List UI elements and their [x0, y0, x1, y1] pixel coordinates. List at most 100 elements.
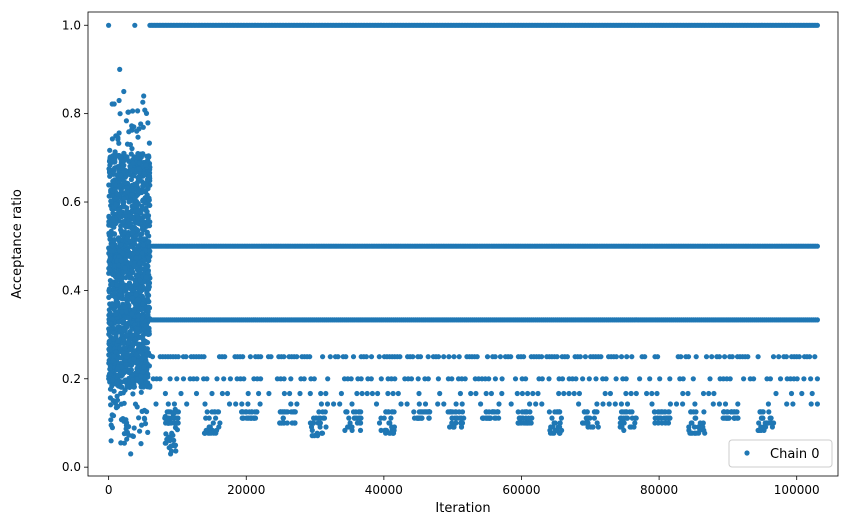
- data-point: [327, 354, 333, 360]
- data-point: [114, 258, 120, 264]
- data-point: [606, 401, 612, 407]
- data-point: [146, 292, 152, 298]
- data-point: [266, 390, 272, 397]
- data-point: [145, 270, 151, 276]
- data-point: [106, 307, 112, 313]
- data-point: [287, 390, 293, 397]
- data-point: [268, 354, 274, 360]
- data-point: [139, 306, 145, 312]
- data-point: [124, 322, 130, 329]
- data-point: [134, 128, 140, 134]
- data-point: [106, 331, 112, 337]
- data-point: [129, 230, 136, 236]
- data-point: [140, 236, 146, 242]
- data-point: [692, 415, 698, 421]
- data-point: [131, 425, 137, 431]
- data-point: [783, 354, 790, 360]
- data-point: [142, 107, 148, 113]
- data-point: [690, 409, 697, 415]
- data-point: [667, 376, 673, 382]
- data-point: [202, 430, 208, 436]
- data-point: [129, 203, 135, 209]
- data-point: [656, 409, 662, 415]
- data-point: [386, 420, 392, 426]
- y-tick-label: 0.4: [62, 283, 81, 297]
- data-point: [209, 390, 215, 397]
- data-point: [735, 401, 741, 407]
- data-point: [539, 401, 545, 407]
- data-point: [488, 390, 494, 397]
- plot-frame: [87, 11, 839, 477]
- data-point: [342, 427, 348, 433]
- data-point: [662, 420, 669, 426]
- data-point: [134, 220, 141, 226]
- data-point: [137, 277, 143, 283]
- data-point: [696, 430, 702, 436]
- data-point: [571, 390, 577, 397]
- data-point: [107, 172, 113, 179]
- data-point: [131, 250, 137, 256]
- data-point: [759, 415, 765, 421]
- data-point: [473, 390, 479, 397]
- data-point: [584, 415, 590, 421]
- data-point: [297, 390, 303, 397]
- data-point: [123, 285, 129, 291]
- data-point: [222, 354, 228, 360]
- data-point: [493, 415, 499, 421]
- data-point: [600, 401, 606, 407]
- data-point: [284, 420, 290, 426]
- data-point: [174, 376, 180, 382]
- data-point: [111, 353, 117, 359]
- data-point: [136, 189, 142, 195]
- data-point: [673, 401, 680, 407]
- data-point: [652, 409, 658, 415]
- data-point: [519, 409, 525, 415]
- data-point: [127, 328, 133, 335]
- data-point: [132, 336, 138, 342]
- data-point: [140, 384, 147, 390]
- data-point: [456, 354, 462, 360]
- data-point: [215, 409, 222, 415]
- data-point: [239, 415, 245, 421]
- data-point: [618, 354, 625, 360]
- data-point: [141, 279, 147, 285]
- data-point: [426, 415, 432, 421]
- data-point: [637, 376, 643, 382]
- data-point: [710, 401, 716, 407]
- data-point: [165, 416, 171, 422]
- data-point: [142, 416, 148, 422]
- data-point: [146, 239, 152, 245]
- data-point: [146, 223, 153, 229]
- data-point: [116, 97, 122, 104]
- data-point: [109, 242, 115, 248]
- data-point: [426, 409, 432, 415]
- data-point: [128, 451, 134, 457]
- data-point: [168, 451, 174, 457]
- data-point: [495, 409, 501, 415]
- data-point: [582, 420, 589, 426]
- data-point: [117, 111, 123, 117]
- data-point: [201, 354, 207, 360]
- data-point: [143, 265, 149, 271]
- data-point: [486, 409, 492, 415]
- data-point: [162, 390, 168, 397]
- data-point: [138, 441, 144, 447]
- data-point: [126, 199, 132, 205]
- data-point: [722, 354, 728, 360]
- data-point: [129, 295, 135, 301]
- data-point: [139, 224, 146, 230]
- data-point: [146, 140, 152, 146]
- data-point: [294, 354, 300, 360]
- data-point: [663, 415, 669, 421]
- data-point: [557, 420, 563, 426]
- data-point: [130, 391, 136, 397]
- data-point: [135, 368, 141, 374]
- data-point: [309, 427, 315, 433]
- data-point: [117, 66, 123, 72]
- data-point: [115, 237, 121, 243]
- data-point: [107, 267, 113, 273]
- data-point: [130, 377, 136, 383]
- data-point: [559, 427, 565, 433]
- data-point: [294, 401, 300, 407]
- data-point: [539, 354, 545, 360]
